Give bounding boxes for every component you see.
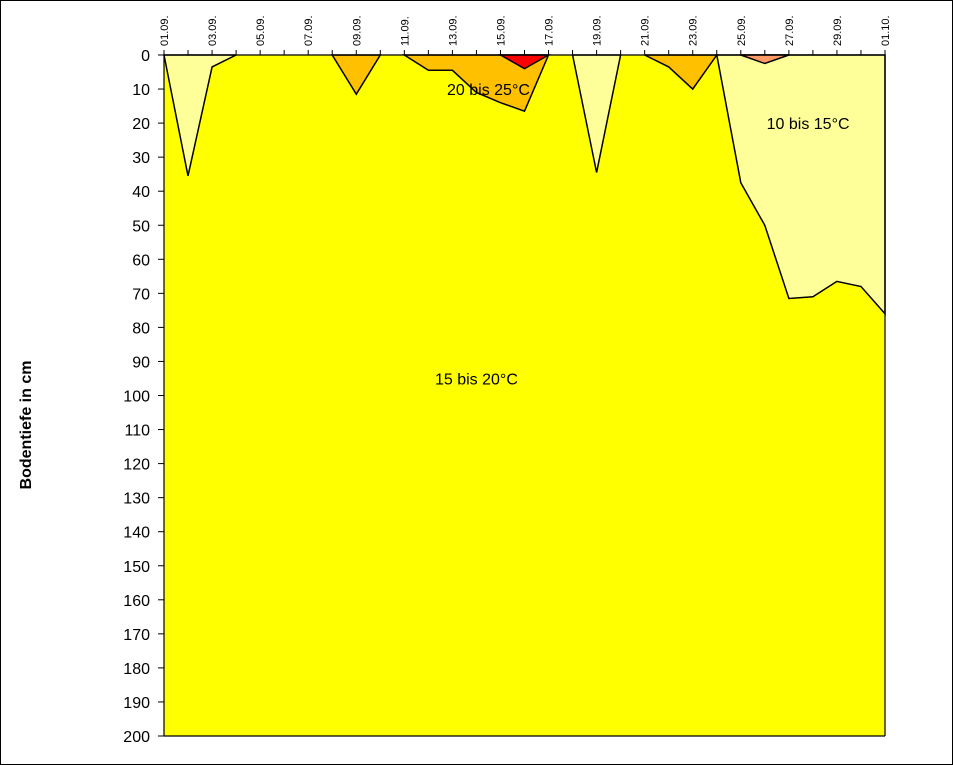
y-tick-label-100: 100 (123, 389, 150, 406)
y-tick-label-10: 10 (132, 82, 150, 99)
y-axis-title: Bodentiefe in cm (18, 361, 35, 490)
zone-label-2: 15 bis 20°C (435, 371, 518, 388)
x-tick-label-6: 13.09. (447, 15, 459, 46)
y-tick-label-20: 20 (132, 116, 150, 133)
y-tick-label-0: 0 (141, 48, 150, 65)
x-tick-label-11: 23.09. (688, 15, 700, 46)
x-tick-label-14: 29.09. (832, 15, 844, 46)
y-tick-label-150: 150 (123, 559, 150, 576)
x-tick-label-7: 15.09. (495, 15, 507, 46)
x-axis-ticks: 01.09. 03.09. 05.09. 07.09. 09.09. 11.09. 13.0… (159, 15, 892, 55)
y-tick-label-50: 50 (132, 218, 150, 235)
zone-label-1: 20 bis 25°C (447, 82, 530, 99)
x-tick-label-1: 03.09. (207, 15, 219, 46)
y-tick-label-130: 130 (123, 491, 150, 508)
y-tick-label-110: 110 (124, 423, 150, 440)
x-tick-label-8: 17.09. (544, 15, 556, 46)
x-tick-label-13: 27.09. (784, 15, 796, 46)
x-tick-label-4: 09.09. (351, 15, 363, 46)
y-tick-label-170: 170 (123, 627, 150, 644)
x-tick-label-9: 19.09. (592, 15, 604, 46)
y-tick-label-40: 40 (132, 184, 150, 201)
y-tick-label-160: 160 (123, 593, 150, 610)
zone-label-0: 10 bis 15°C (767, 116, 850, 133)
y-tick-label-140: 140 (123, 525, 150, 542)
x-tick-label-3: 07.09. (303, 15, 315, 46)
y-tick-label-70: 70 (132, 286, 150, 303)
zone-1-region-1 (401, 54, 550, 113)
y-tick-label-80: 80 (132, 320, 150, 337)
x-tick-label-0: 01.09. (159, 15, 171, 46)
y-tick-label-190: 190 (123, 695, 150, 712)
y-tick-label-200: 200 (123, 729, 150, 746)
x-tick-label-5: 11.09. (399, 16, 411, 46)
y-tick-label-90: 90 (132, 354, 150, 371)
x-tick-label-12: 25.09. (736, 15, 748, 46)
y-tick-label-60: 60 (132, 252, 150, 269)
x-tick-label-15: 01.10. (880, 15, 892, 46)
zone-labels: 10 bis 15°C 20 bis 25°C 15 bis 20°C (435, 82, 850, 388)
y-tick-label-180: 180 (123, 661, 150, 678)
y-axis-ticks: 0 10 20 30 40 50 60 70 80 90 100 110 120 130 140 150 160… (123, 48, 164, 746)
y-tick-label-120: 120 (123, 457, 150, 474)
x-tick-label-2: 05.09. (255, 15, 267, 46)
x-tick-label-10: 21.09. (640, 15, 652, 46)
y-tick-label-30: 30 (132, 150, 150, 167)
